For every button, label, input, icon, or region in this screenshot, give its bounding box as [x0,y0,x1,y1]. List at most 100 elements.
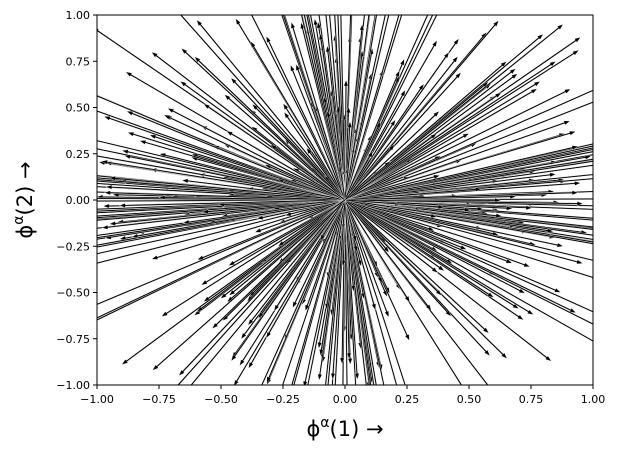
y-tick-label: 0.25 [66,148,91,161]
quiver-arrow [344,199,435,232]
y-tick-label: 1.00 [66,9,91,22]
quiver-arrow [118,199,346,208]
quiver-arrow [344,23,365,201]
quiver-arrow [230,199,346,362]
quiver-arrow [131,199,346,239]
y-axis: −1.00 −0.75 −0.50 −0.25 0.00 0.25 0.50 0.75 1.00 [56,9,97,392]
quiver-arrow [220,199,346,299]
quiver-arrow [250,40,346,201]
quiver-arrow [344,15,378,201]
quiver-arrow [344,199,584,265]
quiver-arrow [339,15,346,201]
quiver-arrow [344,144,395,201]
quiver-arrow [226,130,346,201]
x-tick-label: 0.50 [457,393,482,406]
quiver-arrow [230,77,346,201]
quiver-arrow [344,145,579,201]
y-tick-label: 0.75 [66,55,91,68]
quiver-arrow [103,190,346,201]
quiver-arrow [344,51,450,201]
quiver-arrow [344,130,577,201]
quiver-arrow [97,199,346,306]
quiver-arrow [344,199,562,293]
quiver-arrow [108,175,346,201]
quiver-arrow [344,186,482,201]
quiver-arrow [97,182,346,201]
x-tick-label: −0.50 [204,393,238,406]
quiver-arrow [97,199,346,319]
y-tick-label: −1.00 [56,379,90,392]
quiver-arrow [266,199,346,384]
quiver-arrow [344,133,470,201]
x-tick-label: 0.25 [395,393,420,406]
quiver-arrow [344,20,500,201]
quiver-arrow [151,199,346,260]
quiver-arrow [152,199,346,371]
quiver-arrow [344,199,593,326]
x-axis-title: ϕα(1) → [306,415,383,441]
quiver-arrow [344,23,564,201]
quiver-arrow [344,110,440,201]
quiver-arrow [333,15,346,201]
y-axis-title: ϕα(2) → [11,161,37,238]
quiver-arrow [344,120,571,201]
quiver-arrow [344,172,557,201]
x-axis: −1.00 −0.75 −0.50 −0.25 0.00 0.25 0.50 0.75 1.00 [80,385,605,406]
quiver-arrow [344,199,348,385]
x-tick-label: −0.75 [142,393,176,406]
quiver-arrow [330,199,346,380]
quiver-arrow [303,15,346,201]
x-tick-label: 0.75 [519,393,544,406]
quiver-arrow [149,134,346,201]
quiver-arrow [344,199,554,233]
quiver-arrow [344,199,593,237]
quiver-arrow [344,92,502,201]
quiver-arrow [178,199,346,377]
y-tick-label: 0.00 [66,194,91,207]
quiver-arrow [265,199,346,339]
quiver-arrow [344,199,360,380]
x-tick-label: 0.00 [333,393,358,406]
quiver-arrow [139,140,346,201]
quiver-arrow [344,101,593,201]
quiver-arrow [344,199,564,248]
quiver-arrow [277,199,346,247]
quiver-arrow [344,199,411,303]
quiver-arrow [123,154,346,201]
quiver-arrow [344,15,400,201]
quiver-arrow [257,199,346,319]
quiver-arrow [305,199,346,312]
quiver-arrow [344,199,534,315]
y-tick-label: −0.50 [56,287,90,300]
quiver-arrow [233,199,346,385]
quiver-arrow [344,199,432,311]
quiver-arrow [203,103,346,201]
quiver-arrow [344,89,593,201]
quiver-arrow [180,47,346,201]
y-tick-label: 0.50 [66,102,91,115]
quiver-arrow [344,199,593,343]
quiver-arrow [344,15,387,201]
quiver-arrow [344,199,584,207]
quiver-arrow [334,199,346,385]
quiver-arrow [290,199,346,385]
quiver-arrow [270,144,346,201]
quiver-arrow [344,190,579,201]
y-tick-label: −0.25 [56,240,90,253]
quiver-arrow [344,199,577,313]
quiver-arrow [344,199,490,334]
x-tick-label: −1.00 [80,393,114,406]
quiver-arrow [344,199,439,274]
quiver-arrow [319,199,346,357]
quiver-arrow [282,15,346,201]
x-tick-label: 1.00 [581,393,606,406]
quiver-arrow [344,199,445,210]
quiver-arrow [344,199,375,385]
quiver-arrow [344,199,593,280]
x-tick-label: −0.25 [266,393,300,406]
quiver-arrow [163,114,346,201]
quiver-arrow [290,64,346,201]
quiver-arrow [318,32,346,201]
